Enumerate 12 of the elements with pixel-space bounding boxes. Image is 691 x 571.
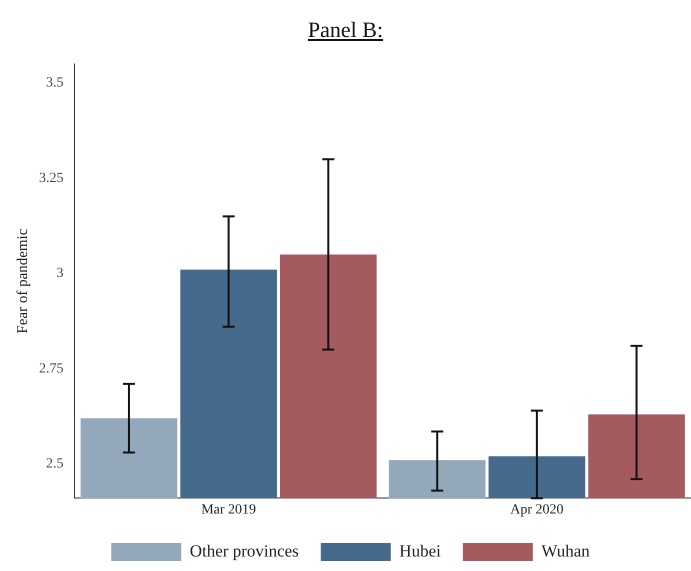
x-tick-label: Mar 2019 xyxy=(201,502,256,518)
legend-label: Other provinces xyxy=(190,541,299,560)
y-tick-label: 3 xyxy=(56,266,64,282)
y-tick-label: 3.5 xyxy=(46,76,64,91)
legend-label: Wuhan xyxy=(541,541,590,560)
y-tick-label: 2.5 xyxy=(46,456,64,472)
y-tick-label: 3.25 xyxy=(39,170,64,186)
x-tick-label: Apr 2020 xyxy=(510,502,564,518)
legend-label: Hubei xyxy=(399,541,442,560)
y-axis-title: Fear of pandemic xyxy=(14,228,31,334)
y-tick-label: 2.75 xyxy=(39,361,64,376)
chart-title: Panel B: xyxy=(306,16,384,44)
